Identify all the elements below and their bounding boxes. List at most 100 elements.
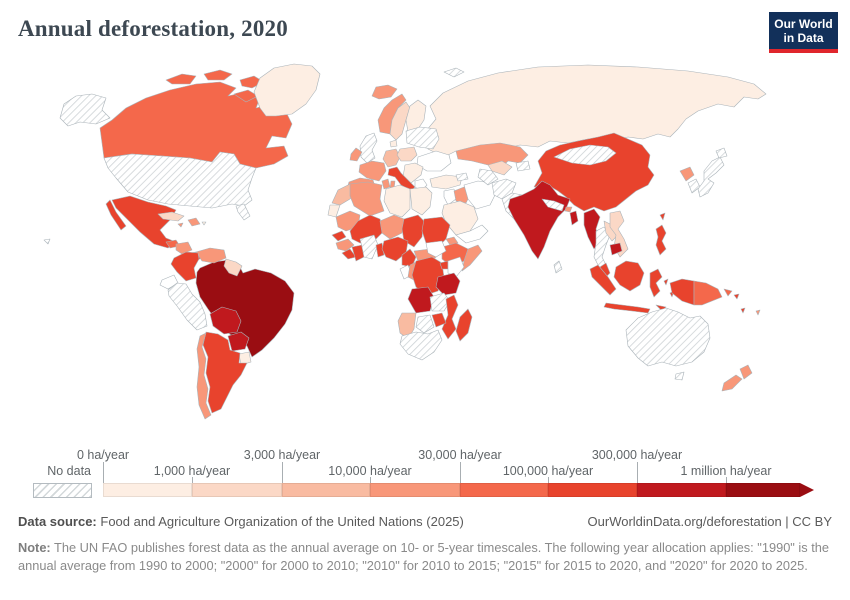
country-cuba[interactable] (157, 211, 185, 222)
country-kyrgyzstan-tajikistan[interactable] (515, 160, 531, 172)
country-indonesia-java[interactable] (603, 302, 651, 314)
country-solomon-islands[interactable] (733, 293, 740, 300)
country-tasmania[interactable] (674, 371, 685, 381)
country-niger[interactable] (379, 214, 405, 240)
country-mexico[interactable] (111, 195, 177, 249)
country-new-zealand-north[interactable] (739, 364, 753, 380)
country-iran[interactable] (463, 180, 497, 210)
country-venezuela[interactable] (195, 247, 227, 264)
country-colombia[interactable] (170, 251, 200, 282)
legend-bin-3k-10k[interactable] (282, 483, 370, 497)
country-algeria[interactable] (349, 181, 385, 217)
legend-bin-0-1k[interactable] (103, 483, 192, 497)
country-egypt[interactable] (409, 186, 433, 216)
country-guyanas[interactable] (223, 258, 243, 277)
country-nigeria[interactable] (381, 236, 409, 262)
country-paraguay[interactable] (227, 331, 250, 352)
country-papua-new-guinea[interactable] (693, 280, 723, 306)
country-angola[interactable] (407, 286, 435, 314)
country-brazil[interactable] (195, 259, 295, 358)
legend-bin-10k-30k[interactable] (370, 483, 460, 497)
country-jamaica[interactable] (177, 222, 184, 228)
country-bangladesh[interactable] (569, 210, 579, 226)
country-zimbabwe[interactable] (431, 312, 447, 328)
country-india[interactable] (507, 180, 571, 260)
country-taiwan[interactable] (659, 212, 666, 221)
country-bhutan[interactable] (564, 206, 573, 213)
country-indonesia-moluccas[interactable] (663, 278, 669, 286)
owid-logo[interactable]: Our World in Data (769, 12, 838, 53)
country-south-sudan[interactable] (425, 240, 447, 258)
country-botswana[interactable] (415, 314, 435, 334)
country-uk[interactable] (359, 132, 378, 164)
country-syria-levant[interactable] (443, 188, 457, 206)
country-libya[interactable] (383, 184, 411, 218)
legend-no-data-swatch[interactable] (33, 483, 92, 498)
country-tanzania[interactable] (435, 272, 461, 296)
country-madagascar[interactable] (455, 308, 473, 342)
country-caucasus[interactable] (455, 172, 469, 182)
country-ghana-burkina-faso[interactable] (359, 234, 379, 260)
country-guinea[interactable] (335, 238, 355, 252)
legend-bin-1m-plus[interactable] (726, 483, 800, 497)
country-yemen-oman[interactable] (455, 224, 489, 244)
country-turkmenistan[interactable] (477, 168, 499, 186)
country-germany[interactable] (382, 148, 401, 168)
country-chile[interactable] (196, 332, 212, 420)
country-russia[interactable] (425, 64, 767, 158)
country-cameroon[interactable] (401, 248, 417, 268)
country-greenland[interactable] (253, 63, 321, 117)
owid-cc-link[interactable]: OurWorldinData.org/deforestation | CC BY (587, 514, 832, 529)
country-western-sahara[interactable] (327, 204, 341, 218)
country-puerto-rico[interactable] (201, 221, 207, 226)
country-iceland[interactable] (371, 84, 398, 100)
country-japan-hokkaido[interactable] (715, 147, 728, 159)
country-australia[interactable] (625, 307, 711, 367)
country-borneo[interactable] (613, 260, 645, 292)
country-indonesia-papua[interactable] (669, 278, 695, 306)
country-north-korea[interactable] (679, 166, 695, 182)
country-sri-lanka[interactable] (553, 260, 563, 274)
country-senegal[interactable] (331, 230, 347, 242)
country-philippines[interactable] (655, 224, 667, 256)
country-alaska[interactable] (59, 93, 111, 127)
country-fiji[interactable] (755, 309, 761, 316)
country-argentina[interactable] (202, 331, 248, 414)
country-indonesia-sulawesi[interactable] (649, 268, 663, 298)
country-hawaii[interactable] (43, 238, 51, 245)
country-togo-benin[interactable] (375, 242, 385, 258)
country-tunisia[interactable] (381, 178, 391, 190)
country-uzbekistan[interactable] (487, 160, 513, 176)
country-mexico-baja[interactable] (105, 199, 127, 231)
country-svalbard[interactable] (443, 67, 465, 78)
country-ireland[interactable] (349, 147, 363, 162)
country-peru[interactable] (167, 282, 208, 331)
country-kazakhstan[interactable] (455, 142, 529, 170)
country-japan[interactable] (697, 156, 725, 198)
country-uruguay[interactable] (238, 351, 252, 366)
country-arctic-islands[interactable] (165, 73, 197, 85)
country-baltics-belarus[interactable] (405, 126, 440, 150)
country-nepal[interactable] (541, 198, 565, 212)
country-turkey[interactable] (429, 174, 463, 190)
country-somalia[interactable] (461, 244, 483, 272)
country-cambodia[interactable] (609, 242, 623, 256)
country-poland[interactable] (396, 146, 418, 162)
legend-bin-100k-300k[interactable] (548, 483, 637, 497)
country-new-zealand-south[interactable] (721, 374, 743, 392)
country-france[interactable] (358, 160, 387, 182)
country-chad[interactable] (401, 214, 425, 248)
country-hispaniola[interactable] (187, 217, 201, 227)
country-denmark[interactable] (389, 139, 398, 148)
country-bolivia[interactable] (209, 306, 242, 335)
country-vanuatu[interactable] (740, 307, 746, 314)
legend-bin-300k-1m[interactable] (637, 483, 726, 497)
legend-bin-30k-100k[interactable] (460, 483, 548, 497)
country-arctic-islands[interactable] (203, 69, 233, 81)
country-kenya[interactable] (447, 256, 465, 278)
country-south-africa[interactable] (399, 329, 443, 361)
country-mongolia[interactable] (553, 144, 617, 166)
country-mozambique[interactable] (441, 294, 459, 340)
country-usa-florida[interactable] (235, 203, 251, 221)
legend-bin-1k-3k[interactable] (192, 483, 282, 497)
